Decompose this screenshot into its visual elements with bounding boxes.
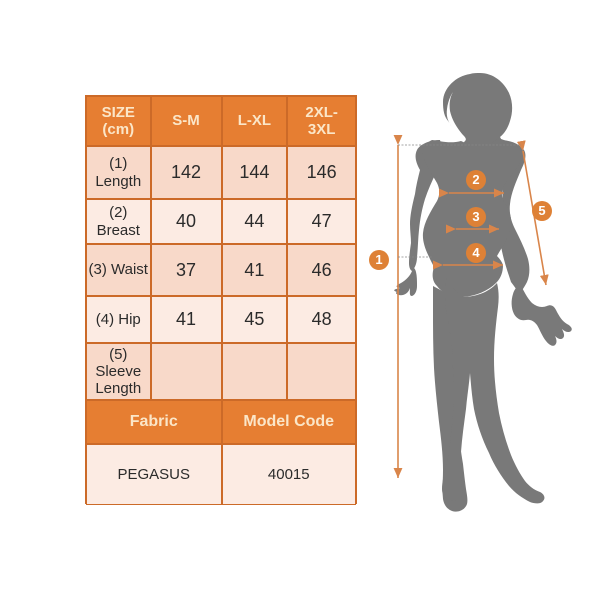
svg-text:5: 5 [538,203,545,218]
svg-text:1: 1 [375,252,382,267]
svg-text:4: 4 [472,245,480,260]
svg-text:2: 2 [472,172,479,187]
svg-text:3: 3 [472,209,479,224]
